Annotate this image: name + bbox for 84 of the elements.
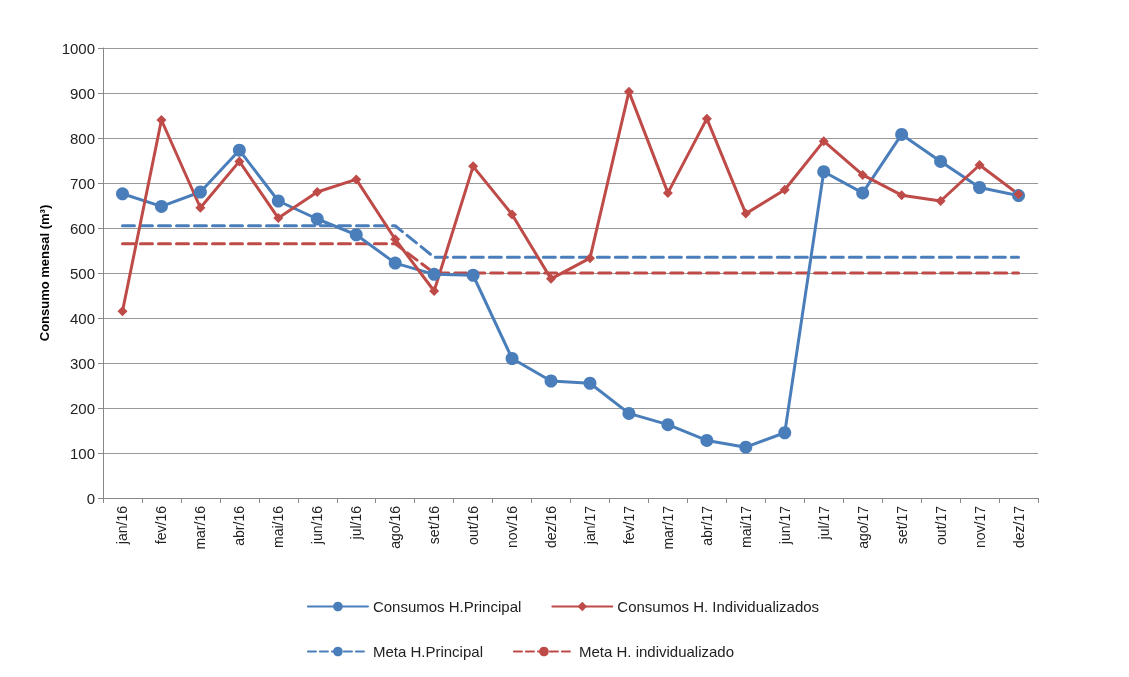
y-tick-label: 200 bbox=[69, 399, 95, 417]
y-tick-label: 800 bbox=[69, 129, 95, 147]
point bbox=[895, 127, 909, 141]
point bbox=[974, 160, 985, 170]
y-tick-label: 300 bbox=[69, 354, 95, 372]
x-tick-label: dez/16 bbox=[543, 505, 560, 549]
point bbox=[156, 115, 167, 125]
x-tick-label: mai/17 bbox=[737, 505, 754, 549]
x-tick-label: out/16 bbox=[465, 505, 482, 545]
y-tick-label: 500 bbox=[69, 264, 95, 282]
point bbox=[505, 352, 519, 365]
point bbox=[154, 199, 168, 213]
x-tick-label: fev/17 bbox=[620, 505, 637, 545]
legend-label: Meta H.Principal bbox=[372, 643, 483, 660]
point bbox=[701, 113, 712, 124]
point bbox=[427, 267, 441, 281]
x-tick-label: nov/17 bbox=[971, 505, 988, 549]
point bbox=[388, 256, 402, 270]
y-tick-label: 100 bbox=[69, 444, 95, 462]
x-tick-label: abr/16 bbox=[231, 505, 248, 546]
x-tick-label: ago/16 bbox=[387, 505, 404, 549]
x-tick-label: jul/16 bbox=[348, 505, 365, 541]
x-tick-label: mar/17 bbox=[659, 505, 676, 550]
x-tick-label: jul/17 bbox=[815, 505, 832, 541]
point bbox=[232, 143, 246, 157]
x-tick-label: nov/16 bbox=[504, 505, 521, 549]
x-tick-label: abr/17 bbox=[698, 505, 715, 546]
point bbox=[973, 181, 987, 194]
y-tick-label: 1000 bbox=[61, 39, 95, 57]
x-tick-label: out/17 bbox=[932, 505, 949, 545]
point bbox=[234, 156, 245, 167]
point bbox=[468, 161, 479, 172]
point bbox=[661, 418, 675, 432]
x-tick-label: dez/17 bbox=[1010, 505, 1027, 549]
point bbox=[312, 187, 323, 197]
point bbox=[115, 187, 129, 201]
x-tick-label: ago/17 bbox=[854, 505, 871, 549]
x-tick-label: mai/16 bbox=[270, 505, 287, 549]
x-tick-label: fev/16 bbox=[153, 505, 170, 545]
point bbox=[583, 376, 597, 390]
point bbox=[507, 209, 518, 220]
point bbox=[117, 306, 128, 317]
point bbox=[544, 374, 558, 388]
y-axis-title: Consumo mensal (m³) bbox=[36, 204, 52, 342]
x-tick-label: jan/16 bbox=[114, 505, 131, 546]
point bbox=[310, 212, 324, 226]
x-tick-label: jun/16 bbox=[309, 505, 326, 546]
x-tick-label: set/16 bbox=[426, 505, 443, 545]
point bbox=[622, 406, 636, 420]
y-tick-label: 0 bbox=[86, 489, 95, 507]
point bbox=[466, 268, 480, 282]
point bbox=[584, 253, 595, 264]
point bbox=[856, 186, 870, 200]
legend-label: Consumos H. Individualizados bbox=[617, 598, 820, 615]
point bbox=[740, 208, 751, 219]
point bbox=[934, 154, 948, 168]
point bbox=[546, 273, 557, 284]
x-tick-label: jan/17 bbox=[581, 505, 598, 546]
y-tick-label: 700 bbox=[69, 174, 95, 192]
point bbox=[857, 169, 868, 180]
point bbox=[195, 202, 206, 213]
point bbox=[351, 174, 362, 185]
point bbox=[700, 433, 714, 447]
x-tick-label: mar/16 bbox=[192, 505, 209, 550]
point bbox=[818, 136, 829, 147]
y-tick-label: 900 bbox=[69, 84, 95, 102]
point bbox=[273, 213, 284, 224]
legend-label: Meta H. individualizado bbox=[578, 643, 735, 660]
legend-label: Consumos H.Principal bbox=[372, 598, 522, 615]
point bbox=[778, 426, 792, 440]
point bbox=[935, 196, 946, 206]
x-tick-label: jun/17 bbox=[776, 505, 793, 546]
point bbox=[896, 190, 907, 201]
y-tick-label: 400 bbox=[69, 309, 95, 327]
point bbox=[662, 187, 673, 198]
point bbox=[429, 286, 440, 296]
point bbox=[817, 165, 831, 179]
point bbox=[349, 228, 363, 242]
point bbox=[779, 184, 790, 195]
point bbox=[271, 194, 285, 208]
x-tick-label: set/17 bbox=[893, 505, 910, 545]
point bbox=[193, 185, 207, 199]
y-tick-label: 600 bbox=[69, 219, 95, 237]
point bbox=[739, 440, 753, 454]
